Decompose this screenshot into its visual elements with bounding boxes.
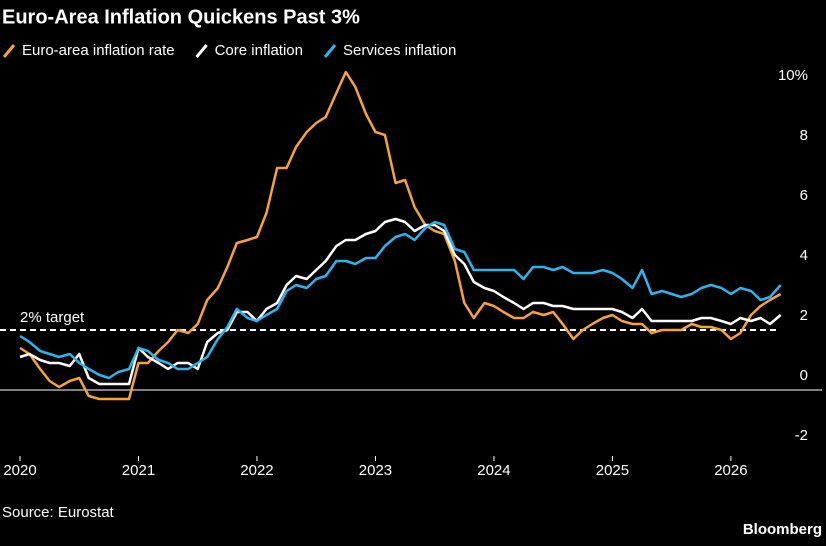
- y-tick-label: 2: [800, 307, 808, 324]
- legend-label: Core inflation: [215, 42, 303, 59]
- x-tick-label: 2026: [714, 462, 747, 479]
- legend-label: Services inflation: [343, 42, 456, 59]
- y-tick-label: 6: [800, 187, 808, 204]
- y-tick-label: 10%: [778, 67, 808, 84]
- x-tick-label: 2022: [240, 462, 273, 479]
- series-line: [19, 217, 782, 386]
- chart-title: Euro-Area Inflation Quickens Past 3%: [2, 6, 360, 28]
- brand: Bloomberg: [743, 521, 822, 538]
- x-tick-label: 2021: [122, 462, 155, 479]
- x-tick-label: 2020: [3, 462, 36, 479]
- legend-swatch: [323, 44, 337, 58]
- y-tick-label: -2: [795, 427, 808, 444]
- y-tick-label: 0: [800, 367, 808, 384]
- legend-swatch: [2, 44, 16, 58]
- y-tick-label: 8: [800, 127, 808, 144]
- series-line: [19, 220, 782, 380]
- source: Source: Eurostat: [2, 504, 115, 521]
- series-line: [19, 70, 782, 401]
- x-tick-label: 2023: [359, 462, 392, 479]
- x-tick-label: 2024: [477, 462, 510, 479]
- target-label: 2% target: [20, 309, 85, 326]
- y-tick-label: 4: [800, 247, 808, 264]
- legend-swatch: [195, 44, 208, 58]
- legend-label: Euro-area inflation rate: [22, 42, 175, 59]
- x-tick-label: 2025: [596, 462, 629, 479]
